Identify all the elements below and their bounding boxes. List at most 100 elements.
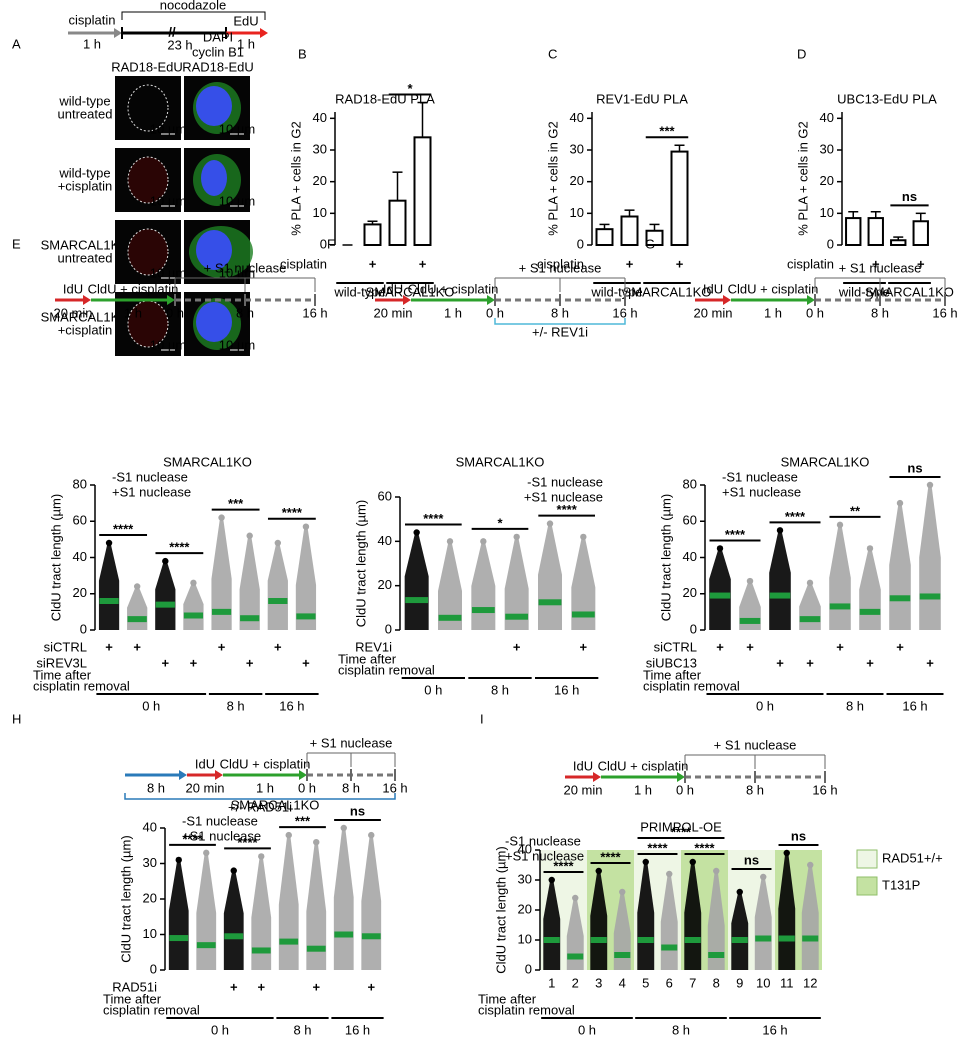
- max-dot: [713, 867, 720, 875]
- panel-letter: H: [12, 711, 21, 726]
- dot-cloud: [267, 543, 288, 630]
- y-tick-label: 20: [683, 585, 697, 600]
- condition-mark: +: [274, 639, 282, 654]
- y-tick-label: 40: [143, 819, 157, 834]
- step-arrow-head: [593, 772, 601, 782]
- condition-mark: +: [676, 256, 684, 271]
- max-dot: [230, 867, 237, 874]
- y-tick-label: 60: [73, 513, 87, 528]
- scale-bar: 10 µm: [219, 265, 255, 280]
- step-arrow-head: [677, 772, 685, 782]
- scale-bar: 10 µm: [150, 337, 186, 352]
- sig-label: ***: [295, 814, 311, 829]
- y-tick-label: 0: [150, 961, 157, 976]
- max-dot: [218, 514, 225, 521]
- sig-label: ****: [694, 840, 715, 855]
- time-label: Time after: [643, 667, 702, 682]
- mean-bar: [755, 935, 772, 942]
- x-tick-label: 2: [572, 975, 579, 990]
- y-tick-label: 0: [690, 621, 697, 636]
- timepoint-label: 0 h: [676, 782, 694, 797]
- step-time: 8 h: [147, 780, 165, 795]
- y-axis-label: CldU tract length (µm): [658, 494, 673, 621]
- group-label: 0 h: [424, 682, 442, 697]
- scale-bar: 10 µm: [219, 193, 255, 208]
- max-dot: [689, 858, 696, 866]
- bracket-label: + S1 nuclease: [714, 737, 797, 752]
- group-label: wild-type: [590, 284, 642, 299]
- y-tick-label: 30: [313, 141, 327, 156]
- legend-entry: +S1 nuclease: [505, 848, 584, 863]
- drug-time: 1 h: [83, 36, 101, 51]
- panel-letter: D: [797, 46, 806, 61]
- max-dot: [666, 870, 673, 878]
- x-tick-label: 6: [666, 975, 673, 990]
- condition-mark: +: [866, 655, 874, 670]
- max-dot: [246, 532, 253, 539]
- arrest-label: nocodazole: [160, 0, 227, 12]
- scale-bar: 10 µm: [150, 193, 186, 208]
- nucleus: [196, 86, 232, 126]
- mean-bar: [155, 601, 175, 608]
- dot-cloud: [707, 871, 725, 970]
- max-dot: [274, 539, 282, 547]
- mean-bar: [505, 613, 529, 620]
- legend-entry: +S1 nuclease: [722, 484, 801, 499]
- row-label: wild-type: [58, 165, 110, 180]
- mean-bar: [567, 953, 584, 960]
- bar: [912, 220, 929, 246]
- group-label: 8 h: [672, 1022, 690, 1037]
- dot-cloud: [859, 548, 881, 630]
- mean-bar: [731, 937, 748, 943]
- condition-mark: +: [105, 639, 113, 654]
- step-arrow-head: [179, 770, 187, 780]
- sig-label: ns: [791, 828, 806, 843]
- group-label: 8 h: [491, 682, 509, 697]
- max-dot: [285, 831, 292, 839]
- group-label: 0 h: [756, 698, 774, 713]
- time-label: cisplatin removal: [338, 662, 435, 677]
- condition-mark: +: [133, 639, 141, 654]
- pulse-time: 1 h: [237, 36, 255, 51]
- inhibitor-label: +/- RAD51i: [228, 799, 292, 814]
- sig-label: ns: [907, 460, 922, 475]
- y-tick-label: 30: [143, 855, 157, 870]
- step-time: 1 h: [444, 305, 462, 320]
- x-tick-label: 7: [689, 975, 696, 990]
- panel-letter: B: [298, 46, 307, 61]
- condition-mark: +: [190, 655, 198, 670]
- dot-cloud: [168, 859, 189, 970]
- time-label: Time after: [103, 991, 162, 1006]
- dot-cloud: [731, 892, 749, 970]
- condition-mark: +: [302, 655, 310, 670]
- dot-cloud: [239, 535, 260, 630]
- mean-bar: [471, 607, 495, 614]
- legend-entry: -S1 nuclease: [527, 474, 603, 489]
- nucleus-outline: [127, 156, 169, 204]
- step-time: 20 min: [185, 780, 224, 795]
- condition-label: siCTRL: [654, 639, 697, 654]
- condition-mark: +: [513, 639, 521, 654]
- arrest-bracket: [121, 11, 266, 20]
- y-tick-label: 0: [80, 621, 87, 636]
- nucleus: [196, 230, 232, 270]
- step-arrow-head: [215, 770, 223, 780]
- mean-bar: [169, 935, 189, 942]
- timepoint-label: 8 h: [342, 780, 360, 795]
- condition-label: cisplatin: [280, 256, 327, 271]
- group-label: 8 h: [227, 698, 245, 713]
- row-label: untreated: [58, 106, 113, 121]
- mean-bar: [614, 952, 631, 958]
- sig-label: ns: [744, 852, 759, 867]
- dot-cloud: [295, 526, 317, 630]
- step-arrow-head: [299, 770, 307, 780]
- panel-letter: I: [480, 711, 484, 726]
- condition-mark: +: [162, 655, 170, 670]
- mean-bar: [279, 938, 299, 945]
- y-tick-label: 20: [313, 173, 327, 188]
- dot-cloud: [196, 852, 217, 970]
- step-label: CldU + cisplatin: [598, 758, 689, 773]
- step-label: CldU + cisplatin: [220, 756, 311, 771]
- max-dot: [783, 849, 790, 857]
- band-legend: T131P: [882, 877, 920, 892]
